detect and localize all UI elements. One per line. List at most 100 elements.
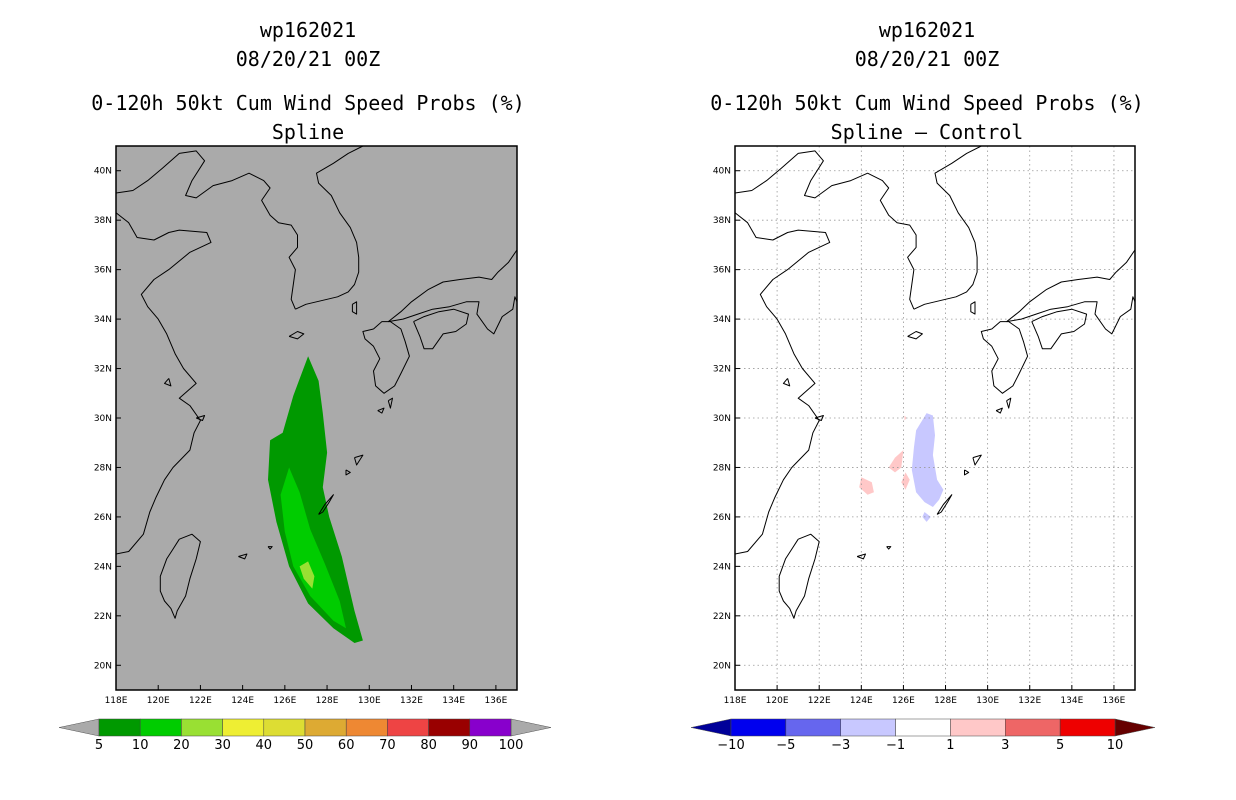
coastline xyxy=(345,469,351,476)
left-map-panel: 118E 120E 122E 124E 126E 128E 130E 132E 134E 136E… xyxy=(94,145,518,706)
colorbar-swatch xyxy=(304,718,347,737)
lon-tick-label: 136E xyxy=(1103,696,1126,706)
right-colorbar: −10 −5 −3 −1 1 3 5 10 xyxy=(690,718,1156,753)
diff-contour-3 xyxy=(859,477,874,495)
prob-contour-0 xyxy=(268,356,363,643)
coastline xyxy=(238,553,248,560)
diff-contour-2 xyxy=(888,450,904,473)
colorbar-swatch xyxy=(428,718,471,737)
lon-tick-label: 124E xyxy=(231,696,254,706)
coastline xyxy=(1006,249,1135,322)
colorbar-swatch xyxy=(469,718,512,737)
colorbar-swatch xyxy=(181,718,223,737)
lat-tick-label: 28N xyxy=(713,463,731,473)
colorbar-label: −3 xyxy=(831,738,850,753)
lat-tick-label: 34N xyxy=(94,315,112,325)
lat-tick-label: 36N xyxy=(94,266,112,276)
colorbar-swatch xyxy=(730,718,787,737)
coastline xyxy=(907,331,923,340)
coastline xyxy=(267,546,273,550)
colorbar-over-arrow xyxy=(510,718,552,737)
colorbar-swatch xyxy=(1005,718,1061,737)
colorbar-label: 90 xyxy=(462,738,479,753)
lon-tick-label: 132E xyxy=(400,696,423,706)
diff-contour-0 xyxy=(911,413,944,507)
colorbar-over-arrow xyxy=(1114,718,1156,737)
colorbar-label: −10 xyxy=(717,738,744,753)
coastline xyxy=(1006,296,1135,335)
lat-tick-label: 40N xyxy=(713,167,731,177)
coastline xyxy=(913,146,982,310)
colorbar-swatch xyxy=(345,718,388,737)
colorbar-label: −5 xyxy=(776,738,795,753)
colorbar-label: 70 xyxy=(379,738,396,753)
colorbar-label: 5 xyxy=(1056,738,1064,753)
coastline xyxy=(936,494,953,515)
colorbar-label: 20 xyxy=(173,738,190,753)
coastline xyxy=(379,146,381,147)
lon-tick-label: 134E xyxy=(1060,696,1083,706)
colorbar-swatch xyxy=(950,718,1006,737)
coastline xyxy=(886,546,892,550)
lon-tick-label: 122E xyxy=(189,696,212,706)
colorbar-swatch xyxy=(895,718,951,737)
coastline xyxy=(1006,397,1012,409)
lon-tick-label: 118E xyxy=(105,696,128,706)
coastline xyxy=(778,533,820,619)
lon-tick-label: 122E xyxy=(808,696,831,706)
colorbar-label: 10 xyxy=(1107,738,1124,753)
right-storm-id: wp162021 xyxy=(878,18,976,42)
lat-tick-label: 30N xyxy=(94,414,112,424)
colorbar-label: 10 xyxy=(132,738,149,753)
coastline xyxy=(972,454,982,466)
colorbar-swatch xyxy=(263,718,306,737)
left-datetime: 08/20/21 00Z xyxy=(235,47,381,71)
lon-tick-label: 118E xyxy=(724,696,747,706)
colorbar-label: 80 xyxy=(420,738,437,753)
coastline xyxy=(856,553,866,560)
left-product-title: 0-120h 50kt Cum Wind Speed Probs (%) xyxy=(91,91,525,115)
lon-tick-label: 126E xyxy=(892,696,915,706)
lat-tick-label: 38N xyxy=(713,216,731,226)
coastline xyxy=(387,249,517,322)
coastline xyxy=(964,469,970,476)
lon-tick-label: 120E xyxy=(766,696,789,706)
colorbar-swatch xyxy=(1059,718,1116,737)
colorbar-under-arrow xyxy=(690,718,732,737)
lat-tick-label: 38N xyxy=(94,216,112,226)
right-datetime: 08/20/21 00Z xyxy=(854,47,1000,71)
coastline xyxy=(388,296,517,335)
diff-contour-5 xyxy=(904,415,907,421)
coastline xyxy=(196,415,206,421)
coastline xyxy=(318,494,334,515)
lat-tick-label: 32N xyxy=(94,365,112,375)
coastline xyxy=(995,407,1003,414)
colorbar-swatch xyxy=(98,718,141,737)
lat-tick-label: 40N xyxy=(94,167,112,177)
coastline xyxy=(116,212,212,555)
lat-tick-label: 22N xyxy=(713,612,731,622)
left-subtitle: Spline xyxy=(271,120,345,144)
coastline xyxy=(814,415,824,421)
lon-tick-label: 136E xyxy=(484,696,507,706)
colorbar-label: 100 xyxy=(499,738,524,753)
coastline xyxy=(970,301,976,315)
lat-tick-label: 28N xyxy=(94,463,112,473)
lon-tick-label: 128E xyxy=(316,696,339,706)
colorbar-label: 40 xyxy=(256,738,273,753)
coastline xyxy=(159,533,201,619)
left-colorbar: 5 10 20 30 40 50 60 70 80 90 100 xyxy=(58,718,552,753)
lon-tick-label: 130E xyxy=(976,696,999,706)
coastline xyxy=(354,454,364,466)
coastline xyxy=(295,146,364,310)
prob-contour-1 xyxy=(280,467,346,629)
coastline xyxy=(1031,308,1088,350)
lat-tick-label: 34N xyxy=(713,315,731,325)
colorbar-label: 50 xyxy=(297,738,314,753)
coastline xyxy=(164,378,172,387)
lon-tick-label: 124E xyxy=(850,696,873,706)
colorbar-label: −1 xyxy=(886,738,905,753)
coastline xyxy=(116,150,298,310)
coastline xyxy=(387,397,393,409)
lon-tick-label: 130E xyxy=(358,696,381,706)
